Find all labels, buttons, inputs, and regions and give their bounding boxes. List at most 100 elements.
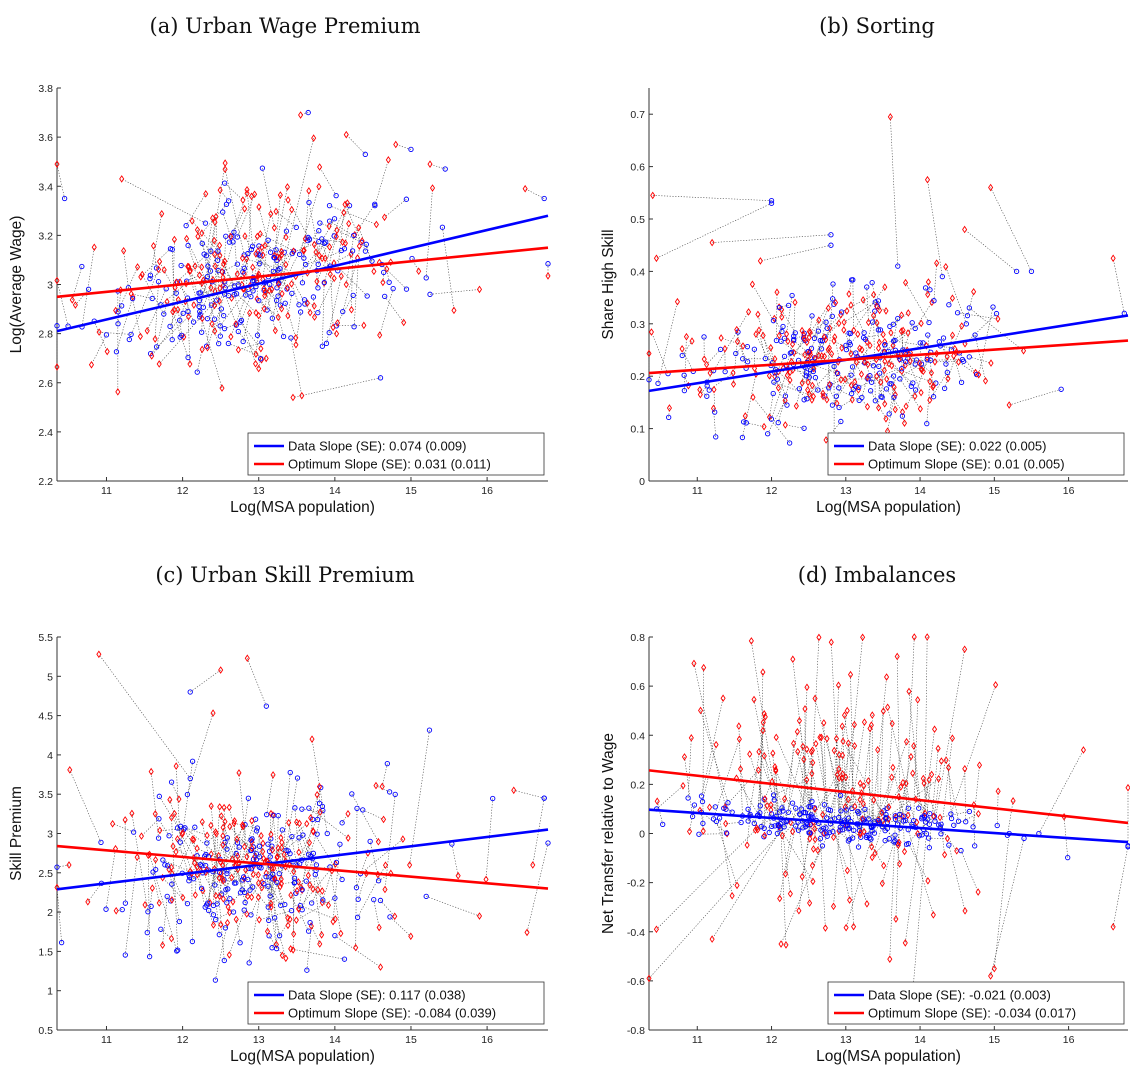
x-tick-label: 13 <box>840 1034 852 1046</box>
x-tick-label: 12 <box>177 485 189 497</box>
optimum-point <box>317 808 323 816</box>
connector-line <box>258 206 271 253</box>
connector-line <box>194 862 206 908</box>
data-point <box>317 220 323 226</box>
data-point <box>292 805 298 811</box>
connector-line <box>224 169 245 256</box>
optimum-point <box>122 816 128 824</box>
optimum-point <box>784 371 790 380</box>
connector-line <box>915 799 930 814</box>
optimum-point <box>847 670 854 679</box>
optimum-point <box>897 860 903 868</box>
data-point <box>270 871 276 877</box>
data-point <box>912 325 918 332</box>
data-point <box>353 884 360 891</box>
connector-line <box>821 328 831 350</box>
optimum-point <box>288 280 295 288</box>
data-point <box>793 823 799 829</box>
connector-line <box>69 769 102 843</box>
data-point <box>265 904 271 910</box>
connector-line <box>203 279 214 308</box>
optimum-point <box>884 673 890 681</box>
connector-line <box>216 841 253 904</box>
connector-line <box>309 922 321 945</box>
optimum-point <box>1010 797 1016 805</box>
connector-line <box>299 186 320 255</box>
data-point <box>119 906 125 913</box>
data-point <box>149 295 155 302</box>
connector-line <box>808 637 820 833</box>
data-point <box>271 254 277 261</box>
connector-line <box>711 821 787 940</box>
optimum-point <box>785 337 791 346</box>
optimum-point <box>790 655 796 664</box>
connector-line <box>842 773 853 839</box>
data-point <box>332 933 338 939</box>
optimum-point <box>304 299 310 307</box>
connector-line <box>799 347 830 389</box>
data-point <box>208 248 214 254</box>
data-point <box>837 792 844 798</box>
y-tick-label: 0.6 <box>630 162 645 174</box>
optimum-point <box>345 809 351 818</box>
optimum-point <box>144 326 150 335</box>
data-point <box>946 842 952 848</box>
data-point <box>118 303 125 309</box>
data-point <box>282 300 288 306</box>
data-point <box>862 806 868 813</box>
data-point <box>178 262 184 269</box>
data-point <box>204 316 211 322</box>
connector-line <box>274 257 282 309</box>
optimum-point <box>268 903 274 911</box>
optimum-point <box>266 286 272 295</box>
connector-line <box>87 883 102 903</box>
optimum-point <box>401 318 407 327</box>
optimum-point <box>392 912 398 921</box>
connector-line <box>116 296 134 352</box>
data-fit-line <box>648 314 1129 393</box>
connector-line <box>300 905 336 920</box>
data-point <box>363 241 369 247</box>
data-point <box>766 829 772 836</box>
connector-line <box>251 820 257 860</box>
data-point <box>186 874 193 881</box>
data-point <box>875 817 881 824</box>
connector-line <box>820 838 826 929</box>
data-point <box>316 238 322 245</box>
connector-line <box>356 852 369 888</box>
data-point <box>891 839 897 845</box>
optimum-point <box>799 872 805 881</box>
data-point <box>382 293 388 300</box>
data-point <box>856 397 862 404</box>
optimum-point <box>455 871 461 880</box>
optimum-point <box>236 769 242 777</box>
data-point <box>826 829 833 836</box>
optimum-point <box>256 311 262 320</box>
connector-line <box>757 713 765 816</box>
data-point <box>716 815 723 821</box>
data-point <box>836 404 842 411</box>
optimum-point <box>809 381 815 390</box>
data-point <box>153 265 160 271</box>
data-point <box>177 317 183 323</box>
data-point <box>958 379 965 386</box>
connector-line <box>821 737 827 828</box>
connector-line <box>973 804 975 846</box>
optimum-point <box>294 886 300 895</box>
optimum-point <box>857 344 863 353</box>
optimum-point <box>962 764 968 773</box>
connector-line <box>897 756 912 825</box>
data-point <box>823 825 829 831</box>
data-point <box>187 775 193 782</box>
data-point <box>215 248 221 254</box>
data-point <box>201 251 207 257</box>
optimum-point <box>812 824 818 833</box>
optimum-point <box>976 761 983 769</box>
optimum-point <box>954 847 960 855</box>
data-point <box>798 806 804 812</box>
data-point <box>824 325 830 331</box>
optimum-point <box>817 733 823 742</box>
optimum-point <box>268 210 274 218</box>
data-point <box>147 351 154 357</box>
data-point <box>545 261 551 267</box>
